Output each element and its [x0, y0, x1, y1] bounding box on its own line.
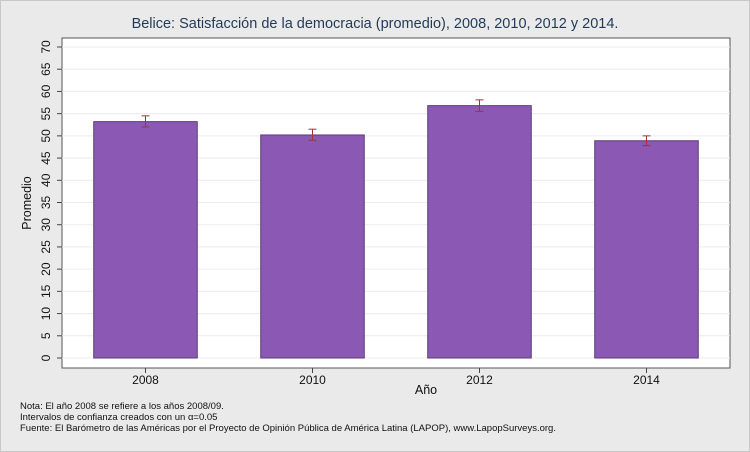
- y-tick-label: 55: [39, 107, 53, 121]
- y-tick-label: 40: [39, 173, 53, 187]
- x-tick-label-2014: 2014: [633, 373, 660, 387]
- bar-2012: [427, 105, 532, 359]
- y-tick-label: 50: [39, 129, 53, 143]
- y-tick-label: 25: [39, 240, 53, 254]
- note-confidence: Intervalos de confianza creados con un α…: [20, 412, 218, 423]
- y-tick-label: 60: [39, 84, 53, 98]
- x-tick-label-2010: 2010: [299, 373, 326, 387]
- y-tick-label: 5: [39, 332, 53, 339]
- note-year: Nota: El año 2008 se refiere a los años …: [20, 401, 224, 412]
- x-axis-label: Año: [415, 383, 437, 397]
- chart-notes: Nota: El año 2008 se refiere a los años …: [20, 401, 556, 434]
- y-tick-label: 15: [39, 284, 53, 298]
- note-source: Fuente: El Barómetro de las Américas por…: [20, 423, 556, 434]
- x-tick-label-2008: 2008: [132, 373, 159, 387]
- y-axis-label: Promedio: [20, 176, 34, 230]
- y-tick-label: 35: [39, 196, 53, 210]
- chart-title: Belice: Satisfacción de la democracia (p…: [131, 16, 619, 32]
- y-tick-label: 45: [39, 151, 53, 165]
- y-tick-label: 65: [39, 62, 53, 76]
- y-tick-label: 0: [39, 354, 53, 361]
- x-tick-label-2012: 2012: [466, 373, 493, 387]
- bar-2008: [93, 121, 198, 359]
- bar-2014: [594, 140, 699, 359]
- bar-2010: [260, 134, 365, 359]
- y-tick-label: 10: [39, 307, 53, 321]
- y-tick-label: 30: [39, 218, 53, 232]
- bar-chart: 0 5 10 15 20 25 30 35 40 45 50 55 60 65 70 2008 2010 2012…: [20, 37, 731, 397]
- y-tick-label: 70: [39, 40, 53, 54]
- y-tick-label: 20: [39, 262, 53, 276]
